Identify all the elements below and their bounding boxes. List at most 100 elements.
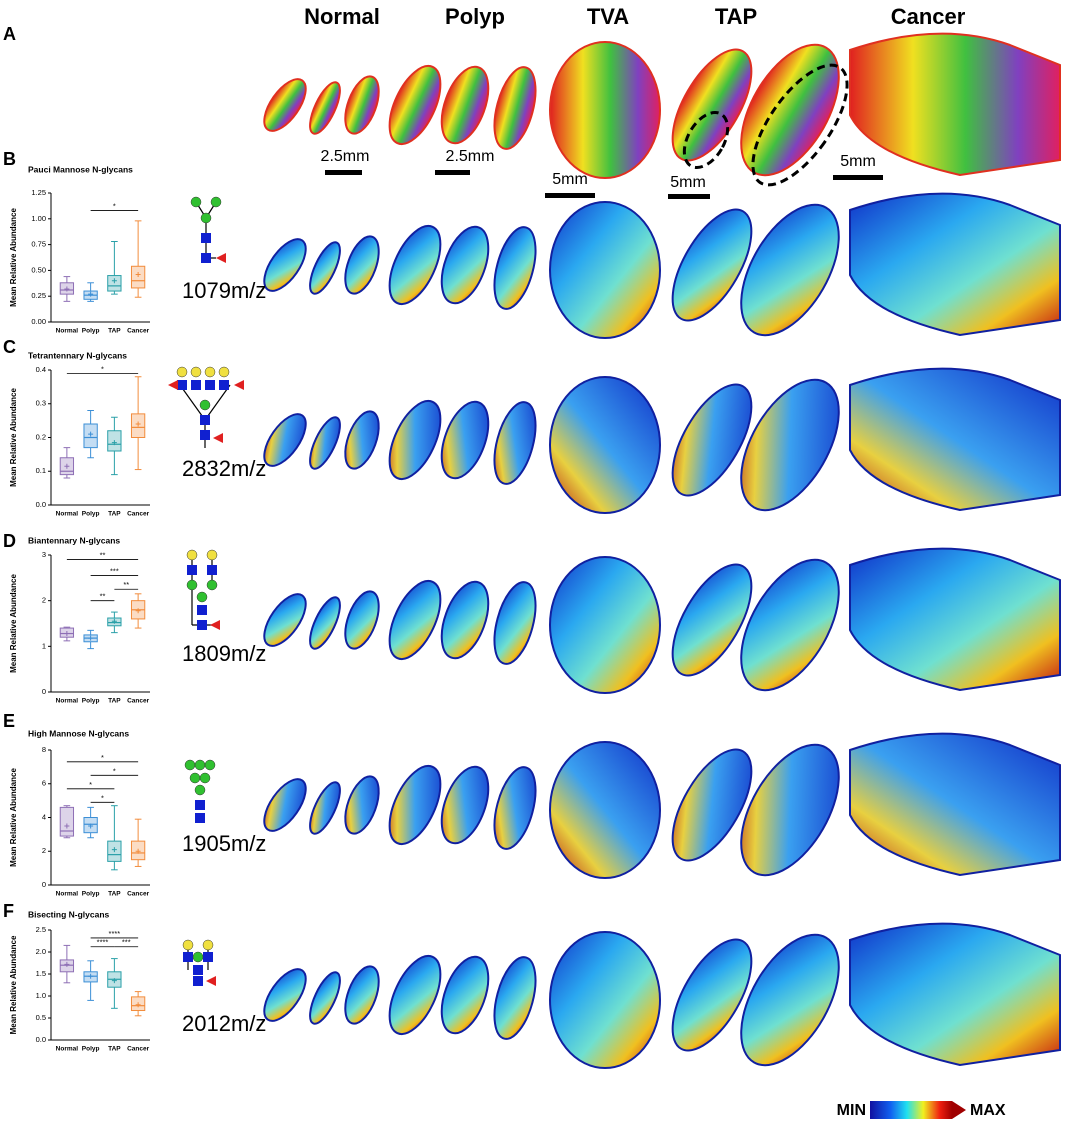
tissue-section: [263, 968, 307, 1022]
significance-label: *: [89, 780, 92, 789]
mean-marker: [88, 431, 94, 437]
y-axis-label: Mean Relative Abundance: [9, 768, 18, 867]
glycan-residue: [187, 565, 197, 575]
glycan-residue: [203, 952, 213, 962]
box: [59, 806, 75, 837]
glycan-residue: [183, 952, 193, 962]
glycan-residue: [205, 380, 215, 390]
tissue-section: [849, 367, 1061, 512]
tissue-section: [344, 235, 380, 295]
tissue-section: [549, 741, 661, 879]
tissue-section: [263, 413, 307, 467]
mean-marker: [64, 823, 70, 829]
y-tick-label: 8: [42, 745, 46, 754]
y-axis-label: Mean Relative Abundance: [9, 388, 18, 487]
panel-label: E: [3, 711, 15, 731]
tissue-section: [263, 238, 307, 292]
panel-label: F: [3, 901, 14, 921]
tissue-section: [440, 580, 490, 660]
y-tick-label: 2.0: [36, 947, 46, 956]
mean-marker: [88, 291, 94, 297]
mz-label: 1079m/z: [182, 278, 266, 303]
tissue-section: [388, 65, 442, 145]
colorbar-max: MAX: [970, 1102, 1006, 1119]
significance-label: ****: [97, 938, 109, 947]
tissue-section: [440, 955, 490, 1035]
significance-label: *: [101, 793, 104, 802]
mz-label: 2012m/z: [182, 1011, 266, 1036]
scale-bar: [435, 170, 470, 175]
y-tick-label: 2: [42, 596, 46, 605]
y-tick-label: 0.3: [36, 399, 46, 408]
glycan-residue: [218, 366, 230, 378]
tissue-section: [740, 378, 840, 512]
mean-marker: [135, 608, 141, 614]
y-tick-label: 0.0: [36, 1035, 46, 1044]
glycan-residue: [197, 605, 207, 615]
x-tick-label: Cancer: [127, 1046, 150, 1053]
tissue-section: [740, 203, 840, 337]
glycan-residue: [182, 939, 194, 951]
y-tick-label: 6: [42, 779, 46, 788]
glycan-bond: [179, 384, 206, 421]
chart-title: Bisecting N-glycans: [28, 909, 110, 919]
glycan-residue: [196, 591, 208, 603]
scale-bar-label: 5mm: [670, 174, 706, 191]
colorbar-arrow: [952, 1101, 966, 1119]
tissue-section: [671, 48, 753, 162]
x-tick-label: Normal: [56, 328, 79, 335]
mz-label: 2832m/z: [182, 456, 266, 481]
glycan-residue: [199, 399, 211, 411]
glycan-residue: [200, 430, 210, 440]
glycan-residue: [190, 366, 202, 378]
tissue-section: [263, 78, 307, 132]
y-tick-label: 0: [42, 880, 46, 889]
scale-bar-label: 2.5mm: [321, 148, 370, 165]
tissue-section: [309, 971, 341, 1025]
tissue-section: [549, 376, 661, 514]
y-tick-label: 2.5: [36, 925, 46, 934]
y-tick-label: 0.25: [31, 291, 46, 300]
mean-marker: [135, 1002, 141, 1008]
panel-label: D: [3, 531, 16, 551]
tissue-images: [263, 32, 1061, 1069]
tissue-section: [740, 933, 840, 1067]
y-tick-label: 0: [42, 687, 46, 696]
significance-label: ***: [110, 567, 119, 576]
significance-label: *: [113, 766, 116, 775]
glycan-residue: [190, 196, 202, 208]
tissue-section: [440, 65, 490, 145]
mean-marker: [111, 278, 117, 284]
x-tick-label: Cancer: [127, 511, 150, 518]
significance-label: *: [113, 202, 116, 211]
y-tick-label: 0.5: [36, 1013, 46, 1022]
tissue-section: [388, 765, 442, 845]
tissue-section: [388, 955, 442, 1035]
x-tick-label: TAP: [108, 1046, 121, 1053]
glycan-residue: [201, 253, 211, 263]
tissue-section: [263, 778, 307, 832]
glycan-residue: [219, 380, 229, 390]
mean-marker: [64, 961, 70, 967]
column-header: Cancer: [891, 4, 966, 29]
tissue-section: [671, 938, 753, 1052]
significance-label: ****: [109, 929, 121, 938]
x-tick-label: TAP: [108, 891, 121, 898]
significance-label: **: [100, 551, 106, 560]
y-tick-label: 2: [42, 846, 46, 855]
glycan-residue: [194, 759, 206, 771]
y-tick-label: 0.75: [31, 240, 46, 249]
mean-marker: [135, 421, 141, 427]
tissue-section: [493, 66, 537, 150]
significance-label: **: [123, 580, 129, 589]
tissue-section: [549, 931, 661, 1069]
scale-bar-label: 2.5mm: [446, 148, 495, 165]
chart-title: Biantennary N-glycans: [28, 535, 120, 545]
panel-label: A: [3, 24, 16, 44]
y-tick-label: 0.4: [36, 365, 46, 374]
mean-marker: [111, 978, 117, 984]
column-header: Normal: [304, 4, 380, 29]
y-tick-label: 0.2: [36, 432, 46, 441]
mean-marker: [111, 440, 117, 446]
